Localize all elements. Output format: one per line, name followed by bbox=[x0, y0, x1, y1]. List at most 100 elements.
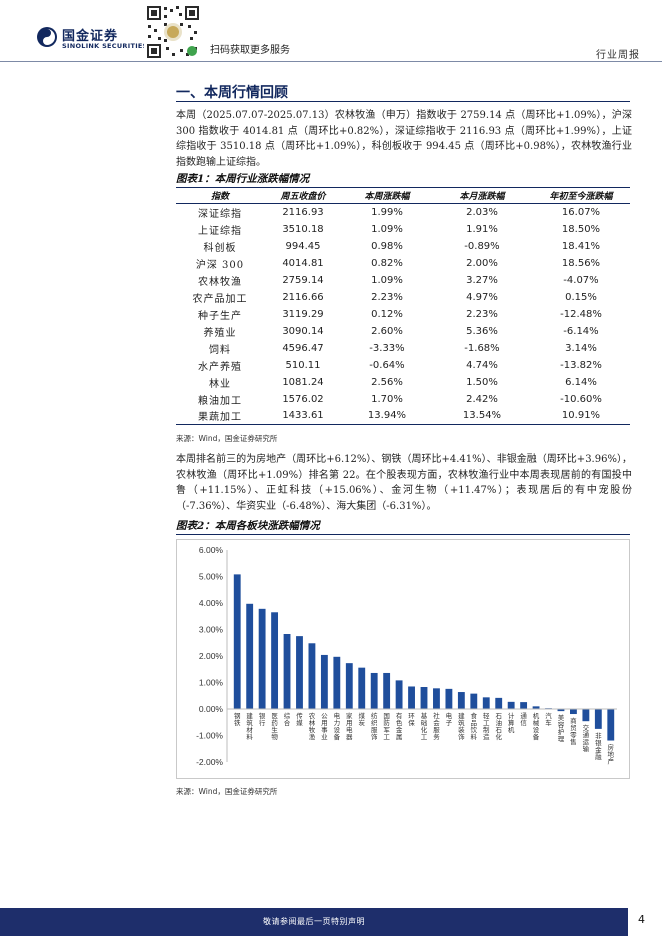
table-cell: 2.56% bbox=[371, 376, 403, 388]
table-cell: 4.97% bbox=[466, 291, 498, 303]
x-tick-label: 国防军工 bbox=[383, 712, 390, 741]
brand-name-en: SINOLINK SECURITIES bbox=[62, 42, 148, 50]
bar bbox=[271, 612, 279, 709]
table-cell: -6.14% bbox=[563, 325, 599, 337]
table-cell-index-name: 上证综指 bbox=[198, 225, 242, 237]
table-cell: 18.56% bbox=[561, 257, 601, 269]
table-cell: -1.68% bbox=[464, 342, 500, 354]
bar bbox=[420, 687, 428, 709]
table-cell: 5.36% bbox=[466, 325, 498, 337]
x-tick-label: 电子 bbox=[446, 711, 453, 727]
x-tick-label: 美容护理 bbox=[558, 713, 565, 743]
y-tick-label: 0.00% bbox=[199, 704, 224, 714]
x-tick-label: 银行 bbox=[259, 711, 266, 727]
table-cell-index-name: 养殖业 bbox=[203, 327, 237, 339]
x-tick-label: 传媒 bbox=[296, 711, 303, 727]
chart-canvas: 6.00% 5.00% 4.00% 3.00% 2.00% 1.00% 0.00% -1.00… bbox=[196, 545, 617, 767]
table-row: 养殖业 3090.14 2.60% 5.36% -6.14% bbox=[176, 323, 630, 340]
table-header-cell: 本周涨跌幅 bbox=[342, 187, 432, 204]
x-tick-label: 商贸零售 bbox=[570, 716, 577, 746]
bar bbox=[507, 701, 515, 709]
table-cell: 1.50% bbox=[466, 376, 498, 388]
bar bbox=[296, 636, 303, 710]
table-cell: 16.07% bbox=[561, 206, 601, 218]
table-cell: 18.50% bbox=[561, 223, 601, 235]
qr-code-icon[interactable] bbox=[144, 3, 202, 61]
weekly-review-paragraph: 本周（2025.07.07-2025.07.13）农林牧渔（申万）指数收于 27… bbox=[176, 110, 632, 168]
section-title: 一、本周行情回顾 bbox=[176, 85, 288, 101]
table1-source: 来源：Wind，国金证券研究所 bbox=[176, 434, 278, 443]
disclaimer-notice: 敬请参阅最后一页特别声明 bbox=[263, 917, 365, 926]
table-cell: -0.89% bbox=[464, 240, 500, 252]
table-cell: 4.74% bbox=[466, 359, 498, 371]
table-cell: 1.99% bbox=[371, 206, 403, 218]
table-cell: 1576.02 bbox=[282, 393, 324, 405]
bar bbox=[258, 608, 266, 709]
sector-ranking-paragraph: 本周排名前三的为房地产（周环比+6.12%）、钢铁（周环比+4.41%）、非银金… bbox=[176, 454, 632, 512]
bar bbox=[520, 702, 528, 709]
table-row: 饲料 4596.47 -3.33% -1.68% 3.14% bbox=[176, 340, 630, 357]
table-cell: 0.12% bbox=[371, 308, 403, 320]
table-cell-index-name: 农产品加工 bbox=[192, 293, 248, 305]
x-tick-label: 公用事业 bbox=[321, 712, 328, 741]
bar bbox=[345, 663, 353, 709]
x-tick-label: 轻工制造 bbox=[483, 711, 490, 741]
x-tick-label: 计算机 bbox=[508, 711, 515, 734]
x-tick-label: 交通运输 bbox=[583, 723, 590, 753]
table-cell: 3090.14 bbox=[282, 325, 324, 337]
table-header-cell: 指数 bbox=[176, 187, 264, 204]
table-cell: 0.15% bbox=[565, 291, 597, 303]
sinolink-logo-icon bbox=[37, 27, 57, 47]
table-header-cell: 周五收盘价 bbox=[264, 187, 342, 204]
y-tick-label: 1.00% bbox=[199, 678, 224, 688]
table-cell: -4.07% bbox=[563, 274, 599, 286]
table-row: 林业 1081.24 2.56% 1.50% 6.14% bbox=[176, 374, 630, 391]
table-cell: 3510.18 bbox=[282, 223, 324, 235]
x-tick-label: 纺织服饰 bbox=[371, 711, 378, 741]
x-tick-label: 建筑装饰 bbox=[458, 711, 465, 741]
x-tick-label: 医药生物 bbox=[271, 712, 278, 741]
industry-performance-table: 指数 周五收盘价 本周涨跌幅 本月涨跌幅 年初至今涨跌幅 深证综指 2116.93… bbox=[176, 187, 630, 425]
table-header-row: 指数 周五收盘价 本周涨跌幅 本月涨跌幅 年初至今涨跌幅 bbox=[176, 187, 630, 204]
table-cell: 2.23% bbox=[466, 308, 498, 320]
x-tick-label: 煤炭 bbox=[358, 711, 365, 727]
table-cell: 2.42% bbox=[466, 393, 498, 405]
bar bbox=[457, 692, 465, 709]
x-tick-label: 汽车 bbox=[545, 711, 552, 727]
x-tick-label: 钢铁 bbox=[234, 712, 241, 727]
table-cell: 1.70% bbox=[371, 393, 403, 405]
sector-performance-chart: 6.00% 5.00% 4.00% 3.00% 2.00% 1.00% 0.00% -1.00… bbox=[176, 539, 630, 779]
x-tick-label: 社会服务 bbox=[433, 711, 440, 741]
bar bbox=[308, 643, 316, 709]
table-cell-index-name: 水产养殖 bbox=[198, 361, 242, 373]
bar bbox=[557, 709, 565, 712]
bar bbox=[607, 709, 615, 741]
x-tick-label: 电力设备 bbox=[334, 711, 341, 741]
y-tick-label: 5.00% bbox=[199, 572, 224, 582]
table-cell: 2.00% bbox=[466, 257, 498, 269]
x-tick-label: 非银金融 bbox=[595, 731, 602, 761]
bar bbox=[594, 709, 602, 729]
bar bbox=[495, 697, 503, 709]
x-tick-label: 农林牧渔 bbox=[309, 711, 316, 741]
table-cell: 0.98% bbox=[371, 240, 403, 252]
table-row: 农林牧渔 2759.14 1.09% 3.27% -4.07% bbox=[176, 272, 630, 289]
table-cell: 1.09% bbox=[371, 223, 403, 235]
brand-name-cn: 国金证券 bbox=[62, 29, 119, 44]
table1-title: 图表1：本周行业涨跌幅情况 bbox=[176, 173, 310, 185]
bar bbox=[582, 709, 590, 722]
table-cell-index-name: 林业 bbox=[209, 378, 231, 390]
qr-caption: 扫码获取更多服务 bbox=[210, 45, 290, 56]
table-cell-index-name: 饲料 bbox=[209, 344, 231, 356]
table-cell: 2116.66 bbox=[282, 291, 324, 303]
y-tick-label: 6.00% bbox=[199, 545, 224, 555]
table-row: 科创板 994.45 0.98% -0.89% 18.41% bbox=[176, 238, 630, 255]
x-tick-label: 建筑材料 bbox=[246, 711, 253, 741]
table-cell: 2.23% bbox=[371, 291, 403, 303]
table-row: 果蔬加工 1433.61 13.94% 13.54% 10.91% bbox=[176, 407, 630, 425]
bar bbox=[320, 654, 328, 709]
table-cell: 6.14% bbox=[565, 376, 597, 388]
bar bbox=[370, 672, 378, 709]
table-header-cell: 年初至今涨跌幅 bbox=[532, 187, 630, 204]
table-cell: 1433.61 bbox=[264, 407, 342, 425]
